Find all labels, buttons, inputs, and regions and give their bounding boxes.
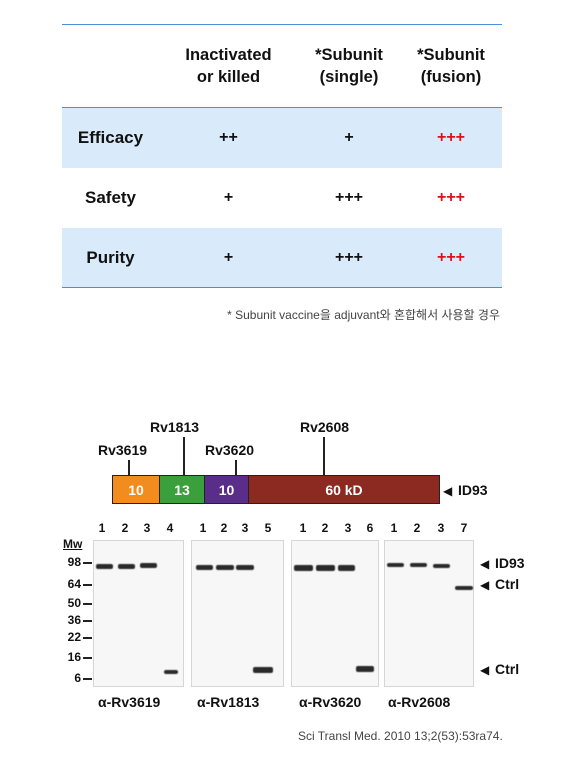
blot-panel-rv1813 bbox=[191, 540, 284, 687]
blot-panel-rv3620 bbox=[291, 540, 379, 687]
mw-tick bbox=[83, 562, 92, 564]
gene-label: Rv1813 bbox=[150, 419, 200, 435]
mw-marker: 64 bbox=[67, 577, 81, 591]
triangle-left-icon: ◀ bbox=[480, 663, 490, 677]
lane-number: 2 bbox=[413, 521, 421, 535]
band bbox=[294, 565, 313, 571]
construct-label: ID93 bbox=[458, 482, 488, 498]
band bbox=[118, 564, 135, 569]
lane-number: 3 bbox=[437, 521, 445, 535]
lane-number: 3 bbox=[241, 521, 249, 535]
table-footnote: * Subunit vaccine을 adjuvant와 혼합해서 사용할 경우 bbox=[227, 308, 500, 322]
construct-bar: 10 13 10 60 kD bbox=[112, 475, 440, 504]
lane-number: 2 bbox=[321, 521, 329, 535]
blot-panel-rv3619 bbox=[93, 540, 184, 687]
lane-number: 7 bbox=[460, 521, 468, 535]
mw-marker: 98 bbox=[67, 555, 81, 569]
band bbox=[433, 564, 450, 568]
band bbox=[164, 670, 178, 674]
cell-highlight: +++ bbox=[436, 189, 466, 206]
row-label: Purity bbox=[86, 247, 135, 267]
lane-number: 4 bbox=[166, 521, 174, 535]
band bbox=[236, 565, 254, 570]
mw-marker: 16 bbox=[67, 650, 81, 664]
band bbox=[338, 565, 355, 571]
cell: ++ bbox=[219, 129, 238, 146]
band bbox=[455, 586, 473, 590]
gene-label: Rv3620 bbox=[205, 442, 255, 458]
antibody-label: α-Rv3619 bbox=[98, 694, 161, 710]
blot-label-ctrl: Ctrl bbox=[495, 661, 520, 677]
cell-highlight: +++ bbox=[436, 248, 466, 266]
lane-number: 6 bbox=[366, 521, 374, 535]
segment-rv3620: 10 bbox=[205, 476, 249, 503]
connector-line bbox=[235, 460, 237, 476]
band bbox=[96, 564, 113, 569]
connector-line bbox=[323, 437, 325, 476]
mw-marker: 50 bbox=[67, 596, 81, 610]
antibody-label: α-Rv1813 bbox=[197, 694, 260, 710]
band bbox=[410, 563, 427, 567]
gene-label: Rv2608 bbox=[300, 419, 350, 435]
triangle-left-icon: ◀ bbox=[443, 484, 453, 498]
cell: +++ bbox=[334, 189, 364, 206]
header-inactivated: Inactivated or killed bbox=[185, 46, 272, 86]
segment-rv1813: 13 bbox=[160, 476, 205, 503]
connector-line bbox=[183, 437, 185, 476]
segment-rv2608: 60 kD bbox=[249, 476, 439, 503]
triangle-left-icon: ◀ bbox=[480, 578, 490, 592]
cell-highlight: +++ bbox=[436, 129, 466, 146]
lane-number: 3 bbox=[143, 521, 151, 535]
band bbox=[216, 565, 234, 570]
triangle-left-icon: ◀ bbox=[480, 557, 490, 571]
mw-tick bbox=[83, 657, 92, 659]
header-subunit-fusion: *Subunit (fusion) bbox=[417, 46, 485, 86]
blot-label-id93: ID93 bbox=[495, 555, 525, 571]
lane-number: 1 bbox=[390, 521, 398, 535]
table-row-purity: Purity + +++ +++ bbox=[62, 228, 502, 288]
band bbox=[140, 563, 157, 568]
lane-number: 3 bbox=[344, 521, 352, 535]
mw-marker: 6 bbox=[74, 671, 81, 685]
antibody-label: α-Rv3620 bbox=[299, 694, 362, 710]
cell: + bbox=[223, 189, 234, 206]
band bbox=[356, 666, 374, 672]
row-label: Efficacy bbox=[77, 128, 144, 147]
antibody-label: α-Rv2608 bbox=[388, 694, 451, 710]
segment-rv3619: 10 bbox=[113, 476, 160, 503]
mw-tick bbox=[83, 637, 92, 639]
gene-label: Rv3619 bbox=[98, 442, 148, 458]
lane-number: 1 bbox=[98, 521, 106, 535]
lane-number: 2 bbox=[121, 521, 129, 535]
connector-line bbox=[128, 460, 130, 476]
mw-tick bbox=[83, 678, 92, 680]
citation: Sci Transl Med. 2010 13;2(53):53ra74. bbox=[298, 729, 503, 743]
lane-number: 1 bbox=[199, 521, 207, 535]
band bbox=[387, 563, 404, 567]
lane-number: 1 bbox=[299, 521, 307, 535]
band bbox=[196, 565, 213, 570]
table-header-row: Inactivated or killed *Subunit (single) … bbox=[62, 25, 502, 108]
row-label: Safety bbox=[84, 188, 137, 207]
cell: + bbox=[344, 129, 354, 146]
lane-number: 5 bbox=[264, 521, 272, 535]
mw-header: Mw bbox=[63, 537, 83, 551]
band bbox=[253, 667, 273, 673]
mw-tick bbox=[83, 603, 92, 605]
mw-tick bbox=[83, 584, 92, 586]
band bbox=[316, 565, 335, 571]
table-row-safety: Safety + +++ +++ bbox=[62, 168, 502, 228]
mw-tick bbox=[83, 620, 92, 622]
mw-marker: 22 bbox=[67, 630, 81, 644]
header-subunit-single: *Subunit (single) bbox=[315, 46, 383, 86]
blot-panel-rv2608 bbox=[384, 540, 474, 687]
cell: + bbox=[223, 248, 234, 266]
mw-marker: 36 bbox=[67, 613, 81, 627]
lane-number: 2 bbox=[220, 521, 228, 535]
blot-label-ctrl: Ctrl bbox=[495, 576, 520, 592]
table-row-efficacy: Efficacy ++ + +++ bbox=[62, 108, 502, 168]
cell: +++ bbox=[334, 248, 364, 266]
comparison-table: Inactivated or killed *Subunit (single) … bbox=[62, 24, 502, 288]
